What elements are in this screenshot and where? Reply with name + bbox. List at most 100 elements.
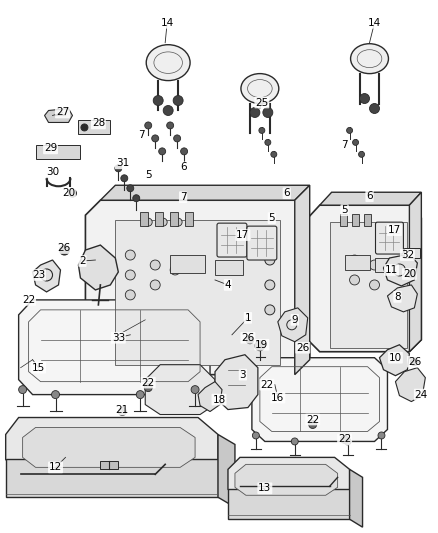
Circle shape — [250, 108, 260, 117]
Circle shape — [19, 385, 27, 393]
Text: 26: 26 — [408, 357, 421, 367]
Text: 20: 20 — [403, 269, 416, 279]
Circle shape — [370, 103, 379, 114]
Circle shape — [263, 108, 273, 117]
Text: 12: 12 — [49, 462, 62, 472]
Text: 30: 30 — [46, 167, 59, 177]
Circle shape — [159, 148, 166, 155]
Text: 25: 25 — [255, 98, 268, 108]
Polygon shape — [410, 192, 421, 352]
Circle shape — [125, 270, 135, 280]
Circle shape — [410, 358, 418, 366]
Bar — [170, 212, 178, 226]
Polygon shape — [228, 489, 350, 519]
Circle shape — [68, 189, 77, 197]
Text: 7: 7 — [138, 131, 145, 140]
Bar — [345, 255, 370, 270]
Bar — [352, 214, 359, 226]
Circle shape — [370, 260, 379, 270]
Polygon shape — [19, 300, 210, 394]
Circle shape — [115, 165, 122, 172]
Polygon shape — [32, 260, 60, 292]
Circle shape — [170, 265, 180, 275]
Circle shape — [259, 127, 265, 133]
Circle shape — [133, 195, 140, 201]
Text: 22: 22 — [22, 295, 35, 305]
Polygon shape — [278, 308, 308, 342]
Circle shape — [163, 106, 173, 116]
Polygon shape — [215, 355, 258, 409]
Circle shape — [252, 432, 259, 439]
Text: 6: 6 — [366, 191, 373, 201]
Polygon shape — [295, 185, 310, 375]
Bar — [185, 212, 193, 226]
Text: 29: 29 — [44, 143, 57, 154]
Polygon shape — [218, 434, 235, 507]
Text: 22: 22 — [260, 379, 273, 390]
Circle shape — [350, 255, 360, 265]
Circle shape — [173, 135, 180, 142]
Text: 24: 24 — [415, 390, 428, 400]
Text: 14: 14 — [368, 18, 381, 28]
Text: 26: 26 — [57, 243, 70, 253]
Text: 9: 9 — [291, 315, 298, 325]
Polygon shape — [330, 222, 407, 348]
Circle shape — [265, 140, 271, 146]
Text: 5: 5 — [145, 170, 152, 180]
FancyBboxPatch shape — [217, 223, 247, 257]
Circle shape — [191, 385, 199, 393]
Circle shape — [291, 438, 298, 445]
Text: 17: 17 — [236, 230, 250, 240]
Circle shape — [150, 280, 160, 290]
Ellipse shape — [146, 45, 190, 80]
Bar — [140, 212, 148, 226]
Text: 11: 11 — [385, 265, 398, 275]
Circle shape — [118, 408, 126, 416]
Circle shape — [407, 270, 415, 278]
Bar — [339, 214, 346, 226]
Text: 17: 17 — [388, 225, 401, 235]
Polygon shape — [308, 205, 421, 352]
Text: 32: 32 — [401, 250, 414, 260]
Polygon shape — [396, 368, 425, 401]
Text: 14: 14 — [161, 18, 174, 28]
Circle shape — [125, 290, 135, 300]
Text: 21: 21 — [116, 405, 129, 415]
Ellipse shape — [350, 44, 389, 74]
Text: 6: 6 — [283, 188, 290, 198]
Circle shape — [136, 391, 144, 399]
Polygon shape — [388, 285, 417, 312]
Polygon shape — [252, 358, 388, 441]
Circle shape — [265, 255, 275, 265]
Circle shape — [378, 432, 385, 439]
Circle shape — [167, 122, 173, 129]
Polygon shape — [23, 427, 195, 467]
Polygon shape — [85, 200, 310, 375]
Polygon shape — [350, 470, 363, 527]
Text: 15: 15 — [32, 362, 45, 373]
Circle shape — [350, 275, 360, 285]
Circle shape — [265, 305, 275, 315]
Text: 23: 23 — [32, 270, 45, 280]
Bar — [215, 260, 243, 275]
Text: 22: 22 — [338, 434, 351, 445]
Bar — [364, 214, 371, 226]
Polygon shape — [6, 459, 218, 497]
Circle shape — [180, 148, 187, 155]
Polygon shape — [100, 185, 310, 200]
Bar — [170, 255, 205, 273]
Text: 1: 1 — [244, 313, 251, 323]
Bar — [404, 248, 420, 258]
Polygon shape — [228, 457, 350, 501]
Text: 13: 13 — [258, 483, 272, 494]
Polygon shape — [198, 382, 222, 411]
Circle shape — [60, 245, 70, 255]
Circle shape — [360, 94, 370, 103]
Bar — [100, 462, 118, 470]
Circle shape — [265, 280, 275, 290]
Polygon shape — [320, 192, 421, 205]
Circle shape — [344, 438, 351, 445]
Circle shape — [246, 336, 254, 344]
Text: 26: 26 — [296, 343, 309, 353]
Polygon shape — [115, 220, 280, 365]
